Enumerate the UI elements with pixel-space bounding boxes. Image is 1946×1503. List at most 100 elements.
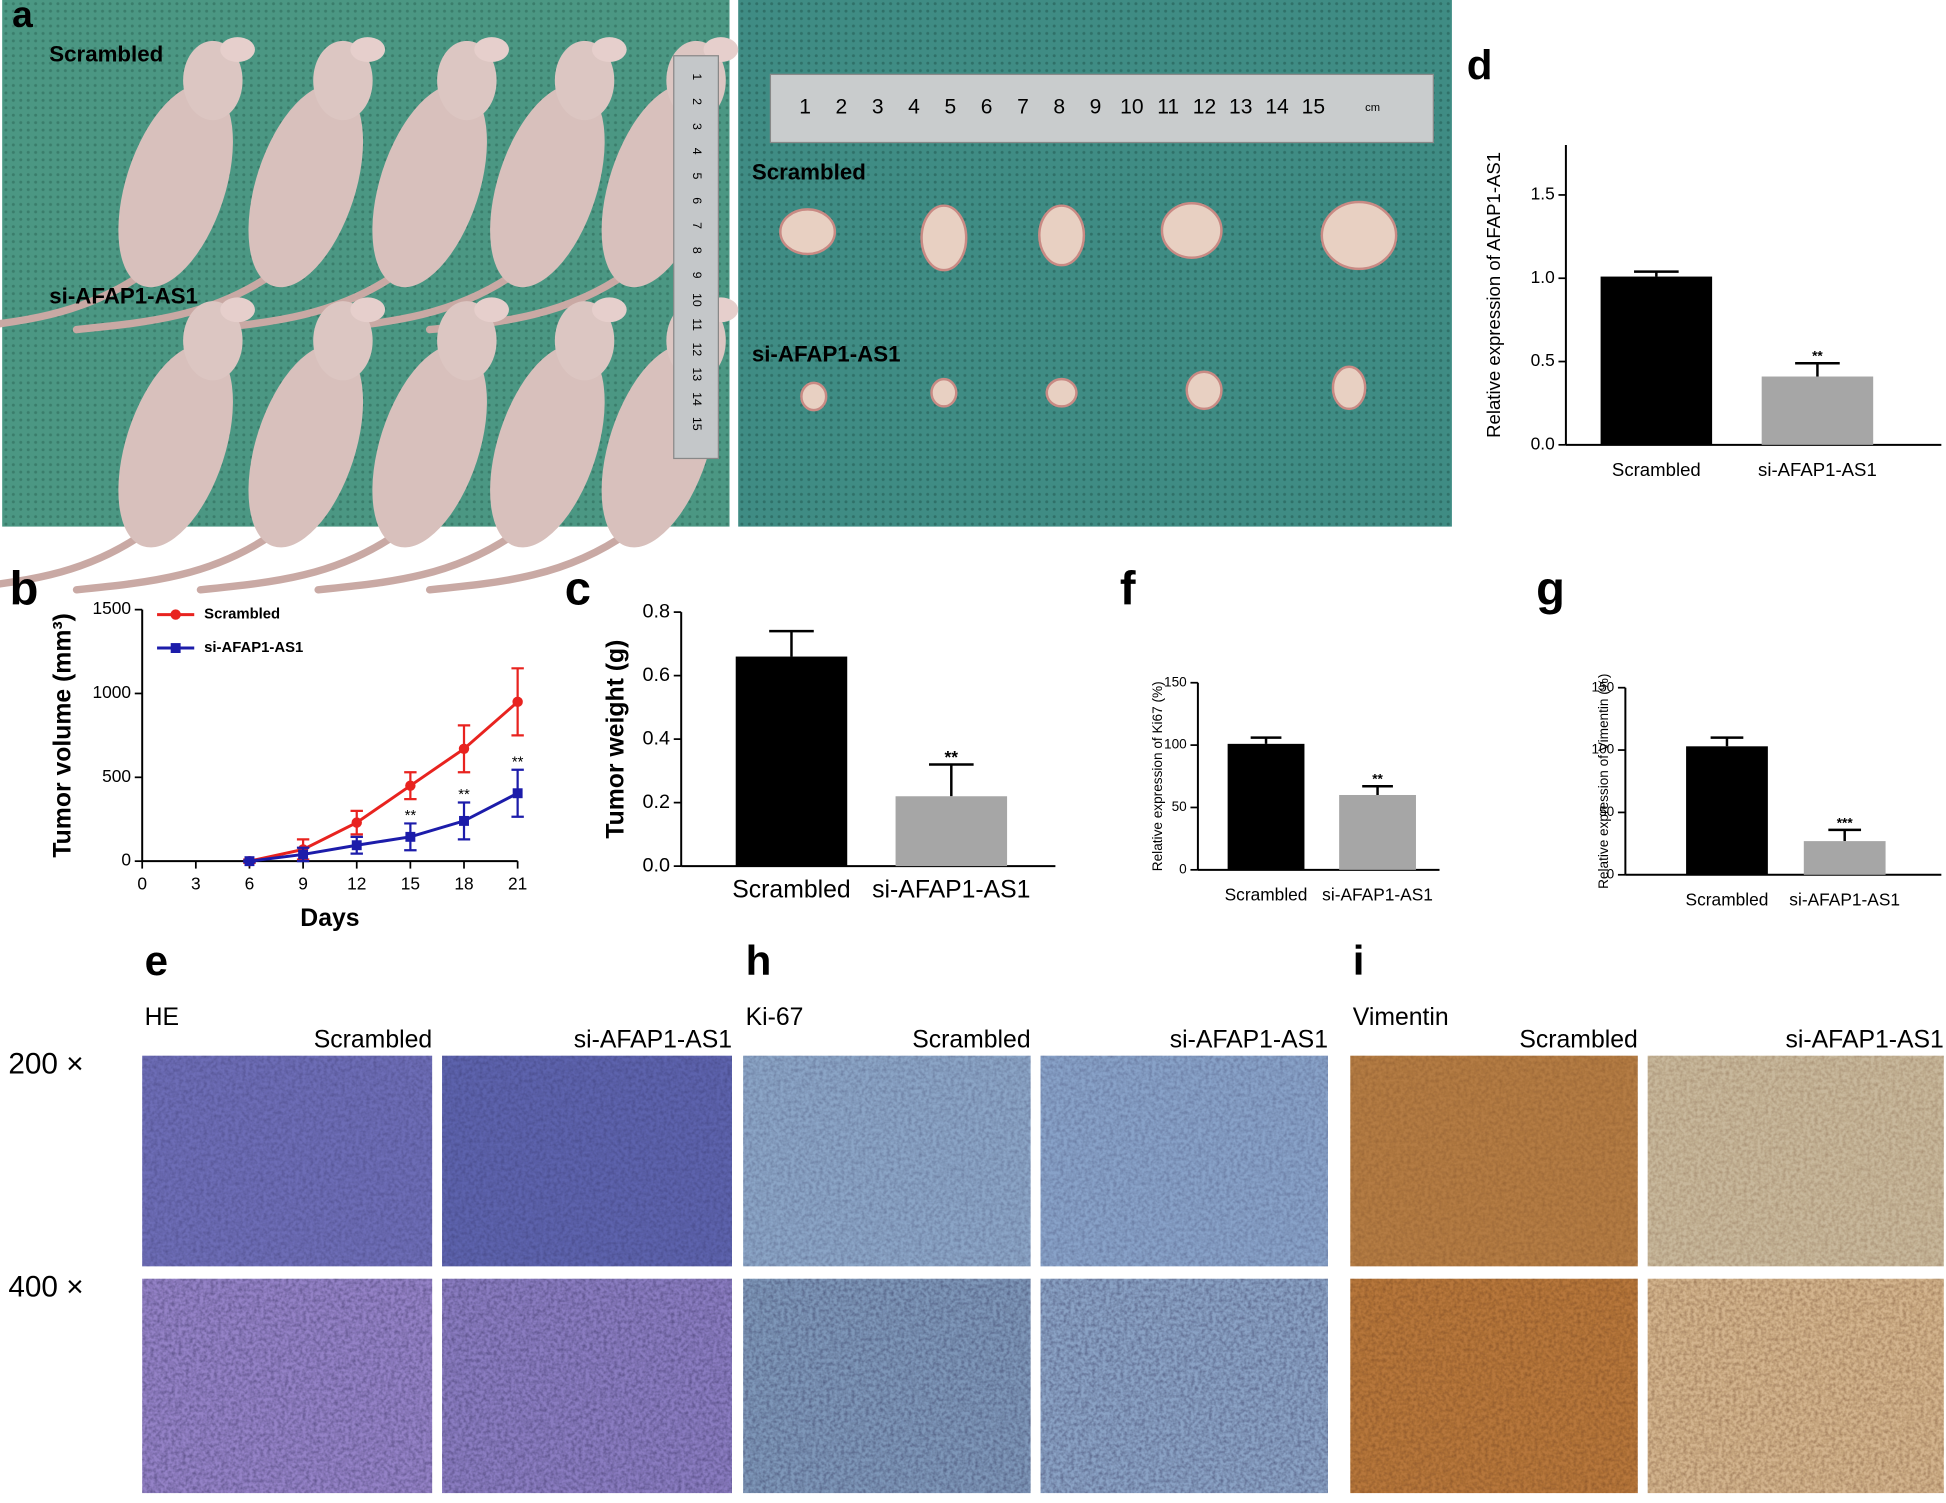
mouse-body [490, 84, 605, 288]
significance-label: ** [1372, 772, 1383, 787]
error-bar [929, 763, 974, 797]
x-axis-label: Days [300, 905, 359, 932]
significance-label: ** [945, 747, 959, 767]
x-tick-label: si-AFAP1-AS1 [1322, 884, 1433, 904]
significance-label: ** [458, 787, 470, 803]
error-bar [1362, 785, 1393, 795]
bar [1227, 743, 1305, 870]
x-tick-label: si-AFAP1-AS1 [1789, 889, 1900, 909]
ruler-number: 4 [908, 95, 920, 118]
panel-label: a [12, 0, 33, 35]
mouse-ear [220, 297, 255, 323]
group-label: si-AFAP1-AS1 [752, 342, 901, 367]
mouse-tail [0, 529, 149, 588]
x-tick-label: Scrambled [1686, 889, 1769, 909]
x-tick-label: 9 [298, 873, 308, 893]
y-tick-label: 0.4 [642, 727, 670, 749]
group-label: si-AFAP1-AS1 [1786, 1026, 1944, 1053]
point [512, 696, 523, 708]
legend-marker [170, 643, 181, 653]
y-tick-label: 1500 [92, 598, 131, 618]
bar [1600, 276, 1713, 445]
ruler [673, 55, 719, 460]
y-tick-label: 0.6 [642, 664, 670, 686]
panel-label: e [145, 937, 168, 984]
ruler-number: 11 [690, 318, 704, 331]
y-axis-label: Tumor volume (mm³) [50, 613, 77, 857]
mouse-ear [591, 297, 627, 323]
ruler-number: 10 [1120, 95, 1143, 118]
mouse-tail [72, 268, 279, 334]
micrograph-texture [1350, 1278, 1638, 1494]
tumor [1045, 377, 1078, 408]
x-tick-label: Scrambled [732, 876, 850, 903]
group-label: Scrambled [912, 1026, 1030, 1053]
ruler-number: 13 [690, 367, 704, 381]
micrograph-texture [142, 1278, 433, 1494]
point [405, 831, 416, 842]
y-tick-label: 0 [1179, 861, 1187, 876]
y-tick-label: 1000 [92, 682, 131, 702]
panel-label: b [10, 562, 39, 615]
ruler-number: 15 [690, 417, 704, 431]
ruler-number: 12 [690, 343, 704, 357]
mouse-head [554, 40, 615, 121]
error-bar [1795, 361, 1840, 377]
y-tick-label: 0 [1607, 866, 1615, 881]
ruler-number: 6 [690, 197, 704, 204]
mouse-body [248, 344, 364, 548]
mouse-body [248, 84, 364, 288]
ruler-number: 9 [690, 272, 704, 279]
mouse-body [118, 344, 233, 548]
mouse-ear [350, 297, 386, 323]
micrograph-texture [1647, 1278, 1944, 1494]
ruler-number: 7 [690, 222, 704, 229]
panel-label: h [746, 937, 772, 984]
y-tick-label: 0.0 [1531, 433, 1555, 453]
significance-label: ** [1812, 349, 1823, 364]
y-tick-label: 1.0 [1531, 267, 1555, 287]
point [512, 788, 523, 799]
legend-marker [170, 609, 181, 620]
y-tick-label: 0.5 [1531, 350, 1555, 370]
mouse-tail [0, 268, 149, 328]
mouse-ear [474, 297, 509, 323]
ruler-number: 2 [836, 95, 848, 118]
error-bar [769, 629, 814, 657]
point [405, 780, 416, 791]
y-tick-label: 50 [1599, 804, 1615, 819]
ruler-number: 1 [799, 95, 811, 118]
y-tick-label: 1.5 [1531, 184, 1555, 204]
stain-name: Vimentin [1353, 1004, 1449, 1031]
point [244, 856, 255, 867]
micrograph-texture [1040, 1278, 1328, 1494]
ruler [769, 73, 1434, 144]
group-label: si-AFAP1-AS1 [49, 283, 198, 308]
bar [1686, 746, 1768, 875]
tumor [779, 208, 837, 256]
mouse-head [313, 301, 373, 381]
tumor [1038, 204, 1086, 267]
error-bar [1634, 270, 1679, 277]
ruler-number: 8 [1053, 95, 1065, 118]
significance-label: ** [512, 754, 524, 770]
mouse-ear [591, 37, 627, 62]
micrograph-texture [442, 1055, 732, 1267]
tumor [1320, 200, 1398, 271]
panel-label: i [1353, 937, 1365, 984]
mouse-head [313, 40, 373, 121]
x-tick-label: 0 [137, 873, 147, 893]
bar [735, 656, 848, 867]
mouse-body [372, 344, 487, 548]
y-tick-label: 0.8 [642, 600, 670, 622]
significance-label: *** [1837, 815, 1854, 830]
y-axis-label: Relative expression of Vimentin (%) [1596, 674, 1611, 889]
mouse-head [183, 40, 243, 121]
y-axis-label: Relative expression of Ki67 (%) [1150, 681, 1165, 871]
ruler-number: 15 [1302, 95, 1325, 118]
ruler-number: 10 [690, 293, 704, 307]
mouse-ear [474, 37, 509, 62]
ruler-number: 1 [690, 73, 704, 80]
